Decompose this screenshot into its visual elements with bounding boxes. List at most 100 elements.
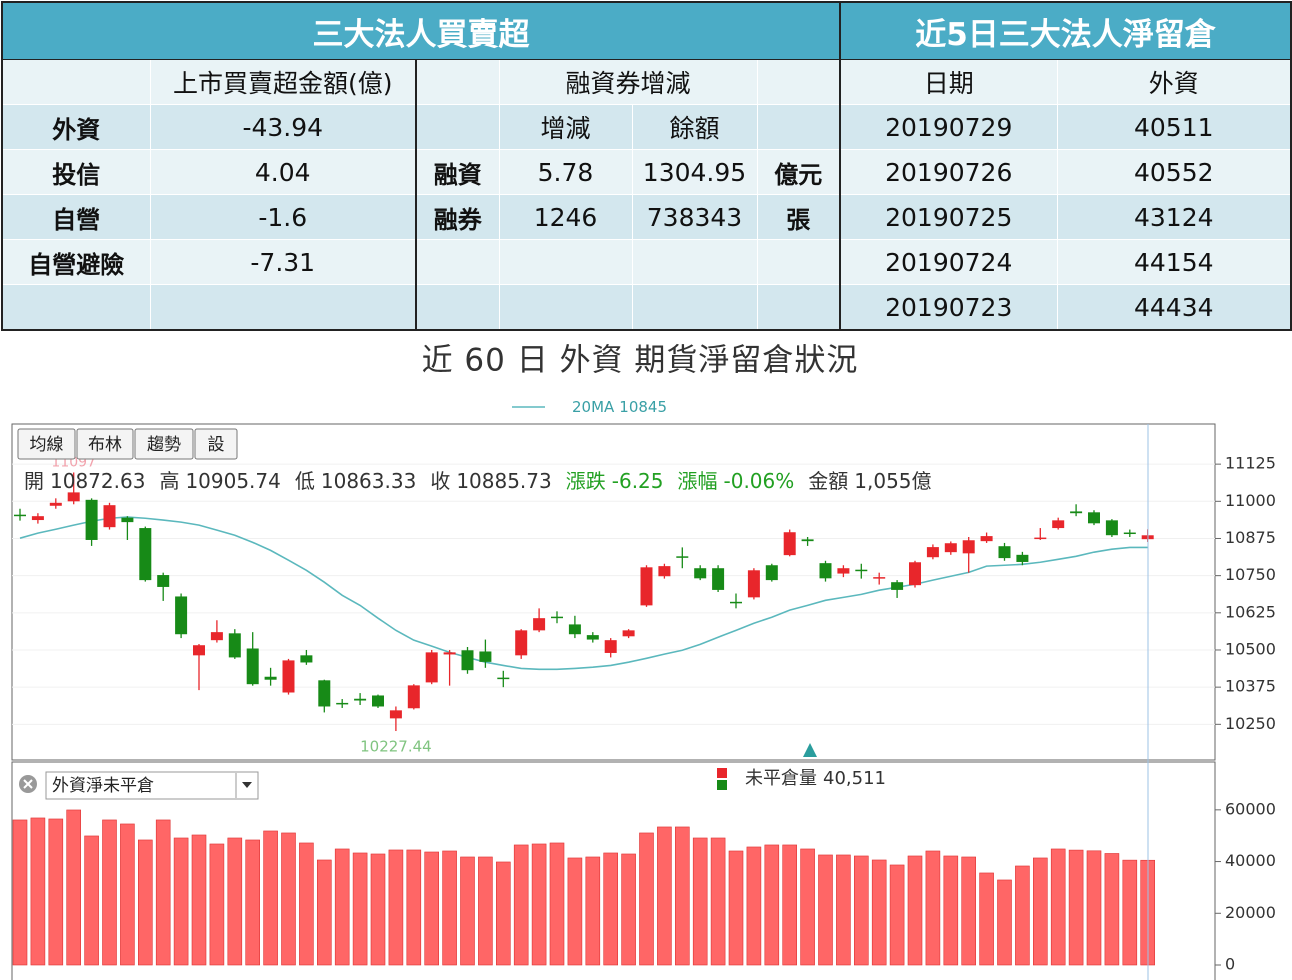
candle-body [264,676,277,680]
foreign-position: 40511 [1056,104,1292,150]
bar [227,837,243,966]
amount: -43.94 [149,104,417,150]
foreign-position: 43124 [1056,194,1292,240]
bar [943,855,959,966]
candle-body [658,566,671,577]
candle-body [694,568,707,579]
bar [281,832,296,966]
y-tick-label: 10500 [1225,639,1276,658]
toolbar-button[interactable] [17,428,76,460]
candle-body [944,543,957,553]
candle-body [801,539,814,542]
bar [12,819,28,966]
bar [334,848,350,966]
dropdown-label[interactable]: 外資淨未平倉 [52,776,154,796]
position-marker [803,743,817,757]
table-row: 上市買賣超金額(億) 融資券增減 日期 外資 [1,59,1292,105]
dropdown-arrow [242,782,252,788]
table-row: 三大法人買賣超 近5日三大法人淨留倉 [1,1,1292,60]
quote-value: 10905.74 [185,469,280,493]
bar [871,859,887,966]
candle-body [783,532,796,556]
toolbar-button-label[interactable]: 均線 [30,435,64,455]
bar [764,844,780,966]
bar [692,837,708,966]
low-label: 10227.44 [360,738,432,756]
toolbar-button[interactable] [194,428,238,460]
candle-body [909,562,921,586]
cell [498,284,633,331]
bar [961,856,977,966]
toolbar-button-label[interactable]: 趨勢 [147,435,181,455]
candle-body [891,582,904,590]
cell [631,284,758,331]
quote-value: 10863.33 [321,469,416,493]
bar [245,839,260,966]
bar [30,817,46,966]
toolbar-button-label[interactable]: 設 [208,435,225,455]
quote-value: 1,055億 [854,469,931,493]
bar [316,859,332,966]
candle-body [533,618,546,631]
candle-body [389,710,402,719]
date: 20190725 [839,194,1058,240]
quote-label: 漲幅 [678,469,718,493]
candle-body [85,499,98,540]
cell [1,59,151,105]
bar [853,855,869,966]
bar [495,861,511,966]
toolbar-button[interactable] [76,428,134,460]
legend-icon-top [717,768,727,778]
candle-body [730,601,742,604]
candle-body [515,630,528,656]
y-tick-label: 10875 [1225,528,1276,547]
candle-body [980,536,993,542]
bar [1050,848,1066,966]
candle-body [926,547,939,558]
candle-body [425,652,438,683]
change: 1246 [498,194,633,240]
summary-table: 三大法人買賣超 近5日三大法人淨留倉 上市買賣超金額(億) 融資券增減 日期 外資 外資 -4… [1,1,1292,331]
candle-body [372,695,384,707]
quote-label: 開 [24,469,44,493]
y-tick-label: 0 [1225,955,1235,974]
bar [585,856,601,966]
bar [674,826,690,966]
bar [549,842,565,966]
row-label: 投信 [1,149,151,195]
quote-label: 漲跌 [566,469,606,493]
candle-body [443,652,456,655]
candle-body [1070,511,1083,514]
candle-body [551,616,563,619]
bar [155,819,171,966]
cell [415,59,500,105]
column-header: 融資券增減 [498,59,758,105]
bar [1104,853,1120,966]
bar [782,844,798,966]
candle-body [1052,520,1065,529]
y-tick-label: 10625 [1225,602,1276,621]
candle-body [568,624,581,635]
row-label: 自營避險 [1,239,151,285]
bar [531,843,547,966]
cell [756,284,841,331]
y-tick-label: 10750 [1225,565,1276,584]
amount: 4.04 [149,149,417,195]
ma-line [19,516,1148,671]
candle-body [676,556,689,558]
toolbar-button[interactable] [134,428,194,460]
date: 20190726 [839,149,1058,195]
bar [173,837,189,966]
date: 20190729 [839,104,1058,150]
toolbar-button-label[interactable]: 布林 [88,435,122,455]
y-tick-label: 10375 [1225,677,1276,696]
candle-body [962,540,975,554]
candle-body [407,685,420,709]
y-tick-label: 10250 [1225,714,1276,733]
y-tick-label: 60000 [1225,799,1276,818]
dropdown[interactable] [45,771,259,800]
bar [800,848,815,966]
candle-body [354,698,367,701]
cell [415,239,500,285]
bar [191,834,207,966]
